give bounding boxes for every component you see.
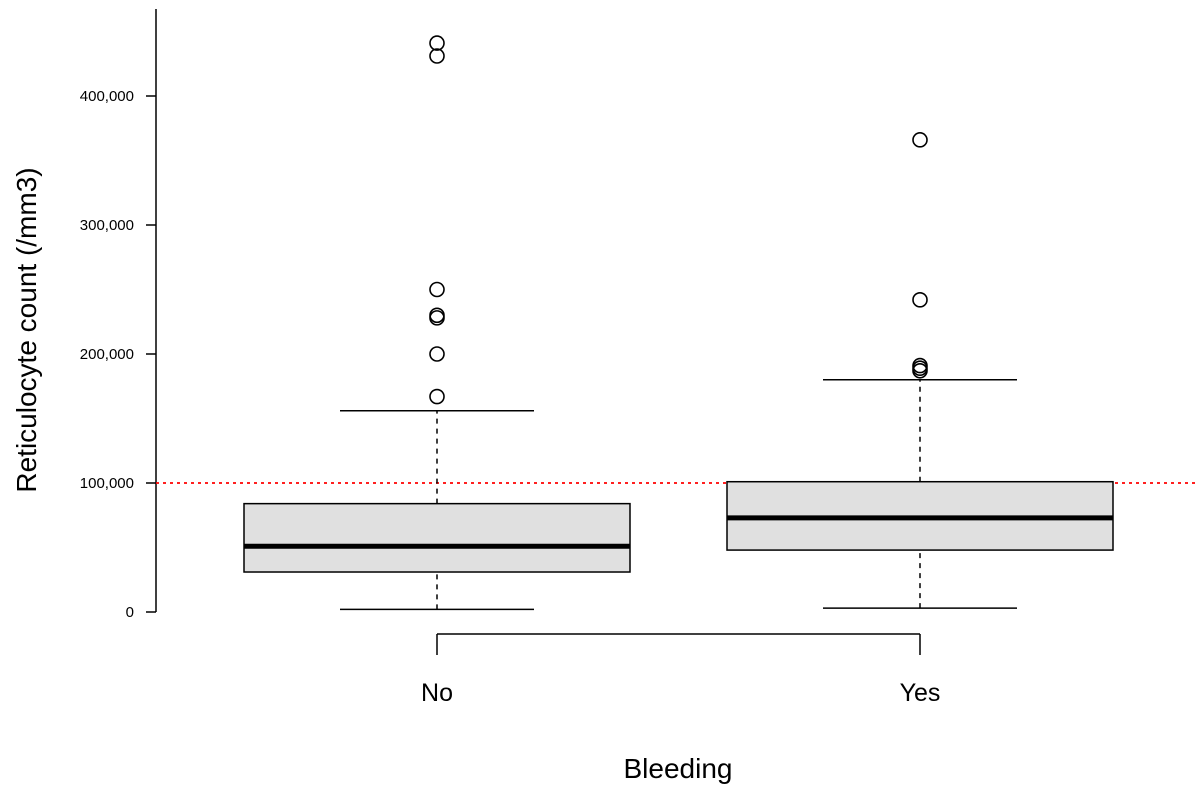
x-axis: No Yes [421,633,941,707]
outlier-point [912,292,928,308]
outlier-point [429,281,445,298]
x-axis-title: Bleeding [624,753,733,784]
x-tick-label: Yes [900,679,941,707]
y-axis: 0 100,000 200,000 300,000 400,000 [80,9,157,621]
y-tick-label: 200,000 [80,346,134,363]
box-group-no [243,35,631,611]
x-tick-label: No [421,679,453,707]
outlier-point [429,388,445,405]
box-group-yes [726,132,1114,609]
boxplots [243,35,1114,611]
outlier-point [912,357,928,374]
y-axis-title: Reticulocyte count (/mm3) [11,167,42,492]
y-tick-label: 300,000 [80,217,134,234]
outlier-point [429,35,445,51]
box [243,502,631,573]
outlier-point [912,132,928,148]
outlier-point [429,346,445,362]
y-tick-label: 100,000 [80,475,134,492]
outlier-point [429,307,445,324]
y-tick-label: 400,000 [80,88,134,105]
outlier-point [429,48,445,64]
y-tick-label: 0 [126,604,134,621]
